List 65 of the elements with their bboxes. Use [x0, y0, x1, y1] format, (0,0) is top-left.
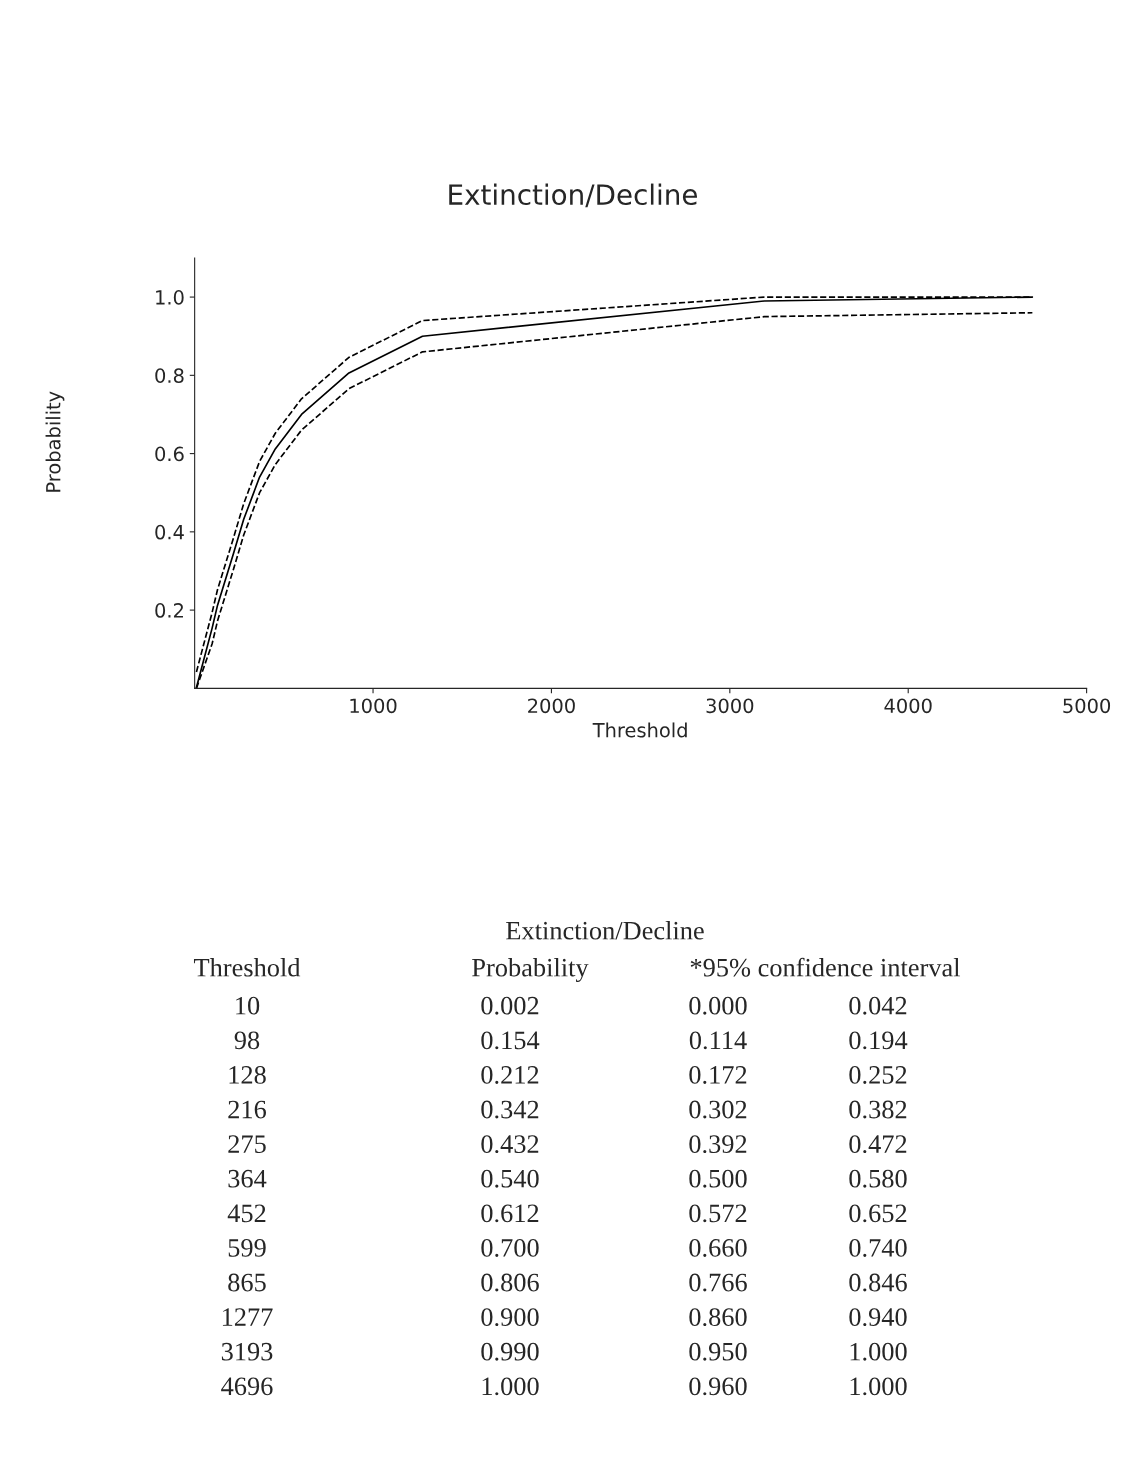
text: 0.612	[481, 1204, 539, 1223]
y-axis-title: Probability	[45, 391, 65, 492]
text: 0.950	[689, 1342, 747, 1361]
text: 0.540	[481, 1169, 539, 1188]
text: 0.172	[689, 1066, 747, 1084]
text: 0.700	[481, 1239, 539, 1257]
text: 0.766	[689, 1273, 747, 1292]
text: 0.302	[689, 1100, 747, 1119]
text: Probability	[472, 958, 589, 982]
text: 0.392	[689, 1135, 747, 1154]
text: *95% confidence interval	[690, 957, 961, 977]
text: 0.846	[849, 1273, 907, 1292]
text: 0.432	[481, 1135, 539, 1154]
text: 0.002	[481, 996, 539, 1015]
text: 865	[228, 1273, 266, 1292]
text: 0.212	[481, 1066, 539, 1084]
text: 0.154	[481, 1031, 540, 1050]
text: 0.382	[849, 1100, 907, 1119]
text: Threshold	[193, 958, 301, 977]
x-tick-label: 2000	[528, 698, 575, 714]
text: 0.960	[689, 1377, 747, 1396]
text: 0.660	[689, 1239, 747, 1257]
text: 1.000	[850, 1342, 907, 1361]
x-axis-title: Threshold	[592, 722, 687, 738]
x-tick-label: 3000	[706, 698, 754, 714]
text: 0.900	[481, 1308, 539, 1327]
text: Extinction/Decline	[506, 921, 704, 940]
text: 10	[236, 996, 260, 1015]
text: 98	[234, 1031, 260, 1050]
text: 0.472	[849, 1135, 907, 1154]
text: 0.000	[689, 996, 747, 1015]
text: 0.114	[689, 1031, 747, 1050]
text: 216	[228, 1100, 266, 1119]
x-tick-label: 5000	[1063, 698, 1111, 714]
text: 0.252	[849, 1066, 907, 1084]
text: 452	[227, 1204, 266, 1223]
text: 0.572	[689, 1204, 747, 1223]
text: 364	[228, 1169, 267, 1188]
y-tick-label: 0.4	[155, 524, 184, 540]
text: 128	[229, 1066, 266, 1084]
text: 0.194	[849, 1031, 908, 1050]
text: 599	[228, 1239, 266, 1257]
text: 4696	[221, 1377, 273, 1396]
chart-title: Extinction/Decline	[449, 183, 697, 208]
text: 0.860	[689, 1308, 747, 1327]
x-tick-label: 4000	[884, 698, 932, 714]
text: 275	[228, 1135, 266, 1154]
text: 1.000	[482, 1377, 539, 1396]
text: 0.806	[481, 1273, 539, 1292]
text: 0.042	[849, 996, 907, 1015]
y-tick-label: 1.0	[156, 290, 184, 305]
text: 3193	[221, 1342, 273, 1361]
text: 0.342	[481, 1100, 539, 1119]
text: 1.000	[850, 1377, 907, 1396]
text: 0.580	[849, 1169, 907, 1188]
text: 0.740	[849, 1239, 907, 1257]
y-tick-label: 0.6	[155, 446, 184, 462]
text: 0.652	[849, 1204, 907, 1223]
text: 0.500	[689, 1169, 747, 1188]
y-tick-label: 0.8	[155, 368, 184, 383]
x-tick-label: 1000	[350, 698, 397, 714]
y-tick-label: 0.2	[155, 603, 183, 618]
text: 0.940	[849, 1308, 907, 1327]
text: 1277	[222, 1308, 273, 1326]
text: 0.990	[481, 1342, 539, 1361]
